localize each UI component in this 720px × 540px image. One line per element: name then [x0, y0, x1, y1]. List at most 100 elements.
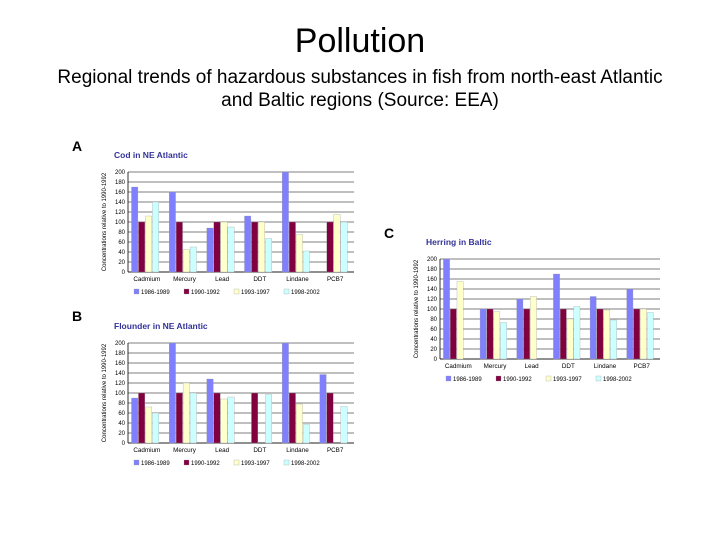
bar-a-3-1	[251, 221, 259, 273]
bar-a-1-3	[189, 246, 197, 273]
x-tick-label: Cadmium	[133, 447, 160, 454]
bar-c-1-3	[500, 322, 507, 360]
bar-b-4-1	[288, 392, 296, 444]
chart-herring: Herring in Baltic Concentrations relative…	[414, 237, 660, 383]
legend-swatch	[545, 375, 552, 382]
bar-a-1-2	[182, 249, 190, 273]
y-tick-label: 140	[427, 287, 438, 293]
x-tick-label: Lead	[525, 363, 540, 370]
legend-label: 1993-1997	[241, 461, 270, 467]
bar-a-3-0	[244, 215, 252, 273]
bar-a-3-3	[265, 238, 272, 273]
bar-c-0-0	[443, 258, 450, 360]
bar-b-4-0	[282, 342, 289, 444]
y-tick-label: 200	[115, 170, 126, 176]
legend-swatch	[183, 288, 190, 295]
slide-title: Pollution	[294, 22, 426, 60]
legend-swatch	[283, 288, 290, 295]
x-tick-label: DDT	[253, 447, 266, 454]
panel-letter-a: A	[72, 138, 83, 154]
y-tick-label: 40	[118, 250, 125, 256]
x-tick-label: Cadmium	[445, 363, 472, 370]
y-tick-label: 60	[118, 411, 125, 417]
bar-a-0-3	[152, 201, 159, 273]
bar-a-0-1	[138, 221, 146, 273]
bar-c-3-0	[553, 273, 560, 360]
bar-c-4-3	[610, 319, 617, 360]
bar-c-3-3	[573, 306, 581, 360]
bar-c-0-2	[456, 281, 464, 360]
bar-c-5-0	[626, 288, 634, 360]
y-tick-label: 200	[427, 257, 438, 263]
y-axis-label: Concentrations relative to 1990-1992	[102, 343, 108, 442]
bar-b-1-0	[169, 342, 176, 444]
y-tick-label: 40	[118, 421, 125, 427]
bar-b-5-1	[326, 392, 334, 444]
x-tick-label: Lindane	[286, 447, 309, 454]
bar-c-5-2	[640, 308, 647, 360]
panel-letter-c: C	[384, 225, 395, 241]
bar-b-2-3	[227, 396, 235, 444]
x-tick-label: DDT	[253, 276, 266, 283]
bar-b-0-0	[131, 397, 139, 444]
chart-title: Herring in Baltic	[426, 237, 492, 247]
bar-a-5-2	[333, 214, 341, 273]
bar-a-2-1	[213, 221, 221, 273]
x-tick-label: Lindane	[594, 363, 617, 370]
bar-a-0-0	[131, 186, 139, 273]
chart-title: Cod in NE Atlantic	[114, 150, 188, 160]
legend-swatch	[595, 375, 602, 382]
legend-label: 1990-1992	[191, 461, 220, 467]
y-tick-label: 180	[115, 351, 126, 357]
legend-swatch	[133, 459, 140, 466]
bar-b-3-3	[265, 394, 272, 444]
bar-c-2-0	[516, 298, 524, 360]
x-tick-label: PCB7	[633, 363, 650, 370]
legend-swatch	[233, 459, 240, 466]
bar-a-5-1	[326, 221, 334, 273]
y-tick-label: 180	[115, 180, 126, 186]
bar-c-3-2	[566, 318, 574, 360]
bar-b-2-1	[213, 392, 221, 444]
x-tick-label: Mercury	[173, 276, 197, 283]
legend-swatch	[283, 459, 290, 466]
bar-b-0-3	[152, 412, 159, 444]
bar-a-2-3	[227, 226, 235, 273]
bar-a-4-2	[295, 234, 303, 273]
bar-b-5-3	[340, 406, 348, 444]
legend-label: 1986-1989	[141, 290, 170, 296]
y-tick-label: 180	[427, 267, 438, 273]
y-tick-label: 60	[430, 327, 437, 333]
bar-a-2-0	[206, 227, 214, 273]
x-tick-label: PCB7	[327, 447, 344, 454]
bar-b-0-2	[145, 406, 153, 444]
bar-b-2-2	[220, 398, 228, 444]
legend-swatch	[233, 288, 240, 295]
legend-label: 1998-2002	[291, 461, 320, 467]
x-tick-label: PCB7	[327, 276, 344, 283]
y-tick-label: 120	[427, 297, 438, 303]
y-tick-label: 100	[115, 391, 126, 397]
legend-label: 1990-1992	[191, 290, 220, 296]
legend-swatch	[445, 375, 452, 382]
bar-a-1-0	[169, 191, 176, 273]
bar-c-0-1	[450, 308, 457, 360]
bar-a-1-1	[175, 221, 183, 273]
y-tick-label: 100	[115, 220, 126, 226]
bar-c-5-3	[646, 312, 654, 360]
bar-b-1-1	[175, 392, 183, 444]
bar-a-2-2	[220, 221, 228, 273]
legend-label: 1998-2002	[291, 290, 320, 296]
legend-label: 1986-1989	[453, 377, 482, 383]
y-tick-label: 0	[122, 441, 126, 447]
y-tick-label: 40	[430, 337, 437, 343]
y-tick-label: 120	[115, 210, 126, 216]
bar-a-0-2	[145, 215, 153, 273]
bar-a-4-0	[282, 171, 289, 273]
y-tick-label: 60	[118, 240, 125, 246]
chart-cod: Cod in NE Atlantic Concentrations relativ…	[102, 150, 354, 296]
y-tick-label: 100	[427, 307, 438, 313]
y-tick-label: 160	[115, 361, 126, 367]
y-tick-label: 0	[122, 270, 126, 276]
bar-b-1-3	[189, 392, 197, 444]
